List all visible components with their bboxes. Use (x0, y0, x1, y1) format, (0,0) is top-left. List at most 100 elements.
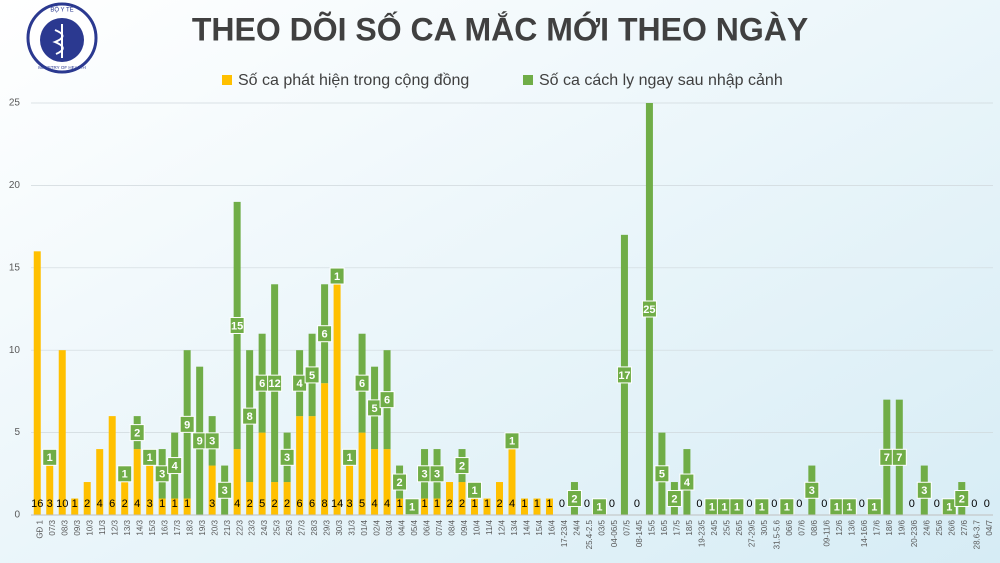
value-label-box (679, 473, 695, 491)
legend-label: Số ca phát hiện trong cộng đồng (238, 72, 469, 89)
legend-swatch (222, 75, 232, 85)
x-tick-label: 11/3 (98, 519, 107, 535)
value-label: 1 (509, 436, 515, 448)
x-tick-label: 24/5 (710, 519, 719, 535)
value-label: 0 (609, 498, 615, 510)
x-tick-label: 31/3 (348, 519, 357, 535)
x-tick-label: 04-06/5 (610, 519, 619, 547)
x-tick-label: 07/5 (623, 519, 632, 535)
value-label-box (392, 473, 408, 491)
value-label: 4 (297, 378, 304, 390)
x-tick-label: 04/4 (398, 519, 407, 535)
value-label-box (891, 448, 907, 466)
value-label-box (317, 325, 333, 343)
x-tick-label: 29/3 (323, 519, 332, 535)
x-tick-label: 07/4 (435, 519, 444, 535)
value-label: 0 (696, 498, 702, 510)
value-label: 4 (97, 498, 103, 510)
x-tick-label: 28.6-3.7 (972, 519, 981, 549)
legend-swatch (523, 75, 533, 85)
x-tick-label: 13/4 (510, 519, 519, 535)
value-label-box (329, 267, 345, 285)
x-tick-label: 30/5 (760, 519, 769, 535)
y-tick-label: 0 (14, 510, 20, 521)
x-tick-label: 25/6 (935, 519, 944, 535)
value-label-box (379, 391, 395, 409)
value-label: 1 (147, 452, 153, 464)
value-label: 1 (946, 502, 952, 514)
value-label: 3 (159, 469, 165, 481)
value-label: 3 (209, 436, 215, 448)
value-label-box (566, 490, 582, 508)
value-label: 9 (197, 436, 203, 448)
x-tick-label: 25.4-2.5 (585, 519, 594, 549)
x-tick-label: 10/3 (85, 519, 94, 535)
x-tick-label: 20/3 (210, 519, 219, 535)
value-label: 1 (484, 498, 490, 510)
x-tick-label: 07/3 (48, 519, 57, 535)
bar (58, 350, 66, 515)
bar (396, 498, 404, 515)
x-tick-label: 09-11/6 (822, 519, 831, 546)
value-label: 2 (459, 460, 465, 472)
bar (71, 498, 79, 515)
x-tick-label: 26/5 (735, 519, 744, 535)
logo-bottom: MINISTRY OF HEALTH (38, 65, 86, 70)
x-tick-label: 08/4 (448, 519, 457, 535)
value-label: 1 (596, 502, 602, 514)
x-tick-label: 21/3 (223, 519, 232, 535)
value-label: 2 (959, 493, 965, 505)
value-label: 0 (859, 498, 865, 510)
x-tick-label: 10/4 (473, 519, 482, 535)
value-label-box (504, 432, 520, 450)
x-tick-label: 08-14/5 (635, 519, 644, 547)
bar (421, 498, 429, 515)
x-tick-label: 15/4 (535, 519, 544, 535)
x-tick-label: 08/3 (60, 519, 69, 535)
bar (283, 482, 291, 515)
bar (183, 498, 191, 515)
bar (46, 465, 54, 515)
value-label: 1 (521, 498, 527, 510)
x-tick-label: 06/6 (785, 519, 794, 535)
value-label: 4 (372, 498, 378, 510)
x-tick-label: 23/3 (248, 519, 257, 535)
value-label-box (267, 374, 283, 392)
bar (533, 498, 541, 515)
value-label: 2 (671, 493, 677, 505)
value-label: 2 (272, 498, 278, 510)
value-label-box (204, 432, 220, 450)
value-label: 0 (934, 498, 940, 510)
x-tick-label: 18/6 (885, 519, 894, 535)
x-tick-label: 16/4 (548, 519, 557, 535)
value-label: 4 (172, 460, 179, 472)
x-tick-label: 12/6 (835, 519, 844, 535)
value-label-box (42, 448, 58, 466)
x-tick-label: 08/6 (810, 519, 819, 535)
x-tick-label: 15/3 (148, 519, 157, 535)
bar (271, 482, 279, 515)
y-tick-label: 10 (9, 345, 21, 356)
value-label: 4 (509, 498, 515, 510)
y-tick-label: 20 (9, 180, 21, 191)
x-tick-label: 17-23/4 (560, 519, 569, 547)
value-label: 3 (47, 498, 53, 510)
value-label: 0 (634, 498, 640, 510)
value-label: 1 (434, 498, 440, 510)
value-label: 1 (72, 498, 78, 510)
value-label: 2 (459, 498, 465, 510)
value-label-box (616, 366, 632, 384)
x-tick-label: 07/6 (797, 519, 806, 535)
value-label: 2 (122, 498, 128, 510)
value-label: 1 (172, 498, 178, 510)
x-tick-label: 19/3 (198, 519, 207, 535)
x-tick-label: 19/6 (897, 519, 906, 535)
value-label: 3 (347, 498, 353, 510)
value-label-box (129, 424, 145, 442)
value-label: 1 (871, 502, 877, 514)
value-label-box (666, 490, 682, 508)
x-tick-label: 09/4 (460, 519, 469, 535)
x-tick-label: 14/4 (523, 519, 532, 535)
value-label: 1 (122, 469, 128, 481)
